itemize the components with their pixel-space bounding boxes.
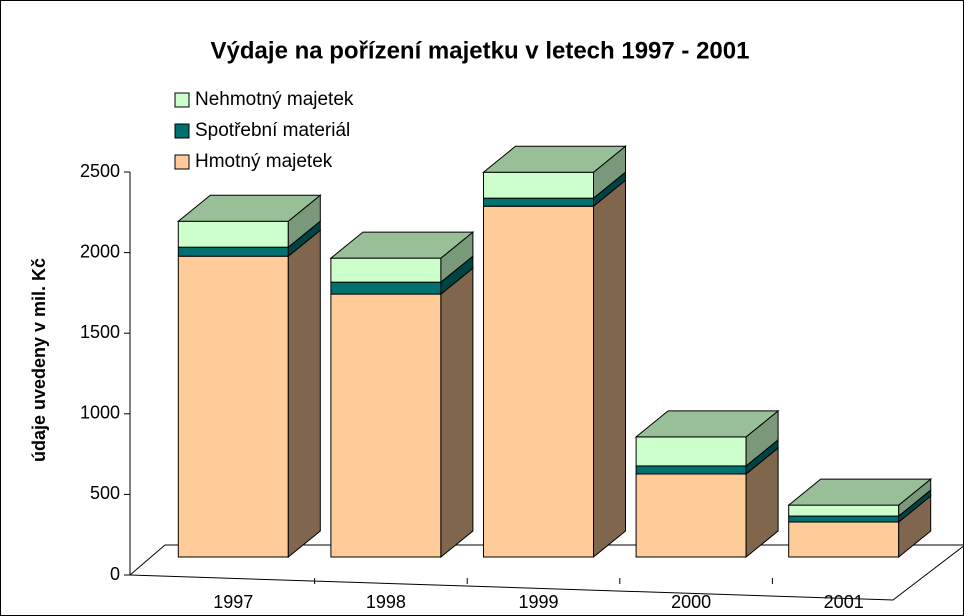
x-tick-label: 2001: [824, 592, 864, 612]
legend-swatch: [174, 92, 190, 108]
bar-segment: [635, 436, 747, 467]
bar-side: [593, 179, 626, 559]
bar-top: [176, 194, 322, 222]
bar-top: [482, 145, 627, 173]
y-tick-label: 1500: [80, 322, 120, 342]
bar-segment: [788, 515, 900, 523]
y-axis-title: údaje uvedeny v mil. Kč: [29, 258, 49, 462]
floor-edge: [129, 544, 166, 576]
bar-side: [440, 267, 474, 559]
bar-segment: [177, 246, 289, 257]
legend-label: Hmotný majetek: [195, 151, 333, 172]
bar-segment: [788, 504, 900, 517]
y-tick-label: 2500: [80, 161, 120, 181]
legend-swatch: [174, 123, 190, 139]
y-tick-label: 2000: [80, 241, 120, 261]
y-tick-label: 500: [90, 483, 120, 503]
x-tick-label: 1997: [213, 592, 253, 612]
bar-top: [329, 231, 475, 259]
y-tick-label: 0: [110, 564, 120, 584]
bar-segment: [788, 521, 900, 558]
chart-title: Výdaje na pořízení majetku v letech 1997…: [211, 37, 750, 64]
bar-segment: [483, 197, 594, 207]
x-tick-label: 1998: [366, 592, 406, 612]
legend-swatch: [174, 154, 190, 170]
bar-segment: [635, 465, 747, 475]
bar-segment: [635, 473, 747, 558]
floor-edge: [129, 545, 964, 601]
bar-segment: [483, 205, 594, 558]
bar-segment: [330, 293, 442, 558]
legend-label: Spotřební materiál: [195, 120, 350, 141]
legend-label: Nehmotný majetek: [195, 89, 354, 110]
bar-top: [634, 410, 780, 438]
bar-segment: [330, 281, 442, 295]
bar-segment: [177, 220, 289, 248]
x-tick-label: 1999: [518, 592, 558, 612]
bar-segment: [177, 255, 289, 558]
bar-segment: [483, 171, 594, 199]
y-tick-label: 1000: [80, 403, 120, 423]
bar-top: [787, 478, 933, 506]
x-tick-label: 2000: [671, 592, 711, 612]
bar-side: [287, 229, 321, 559]
bar-segment: [330, 257, 442, 283]
